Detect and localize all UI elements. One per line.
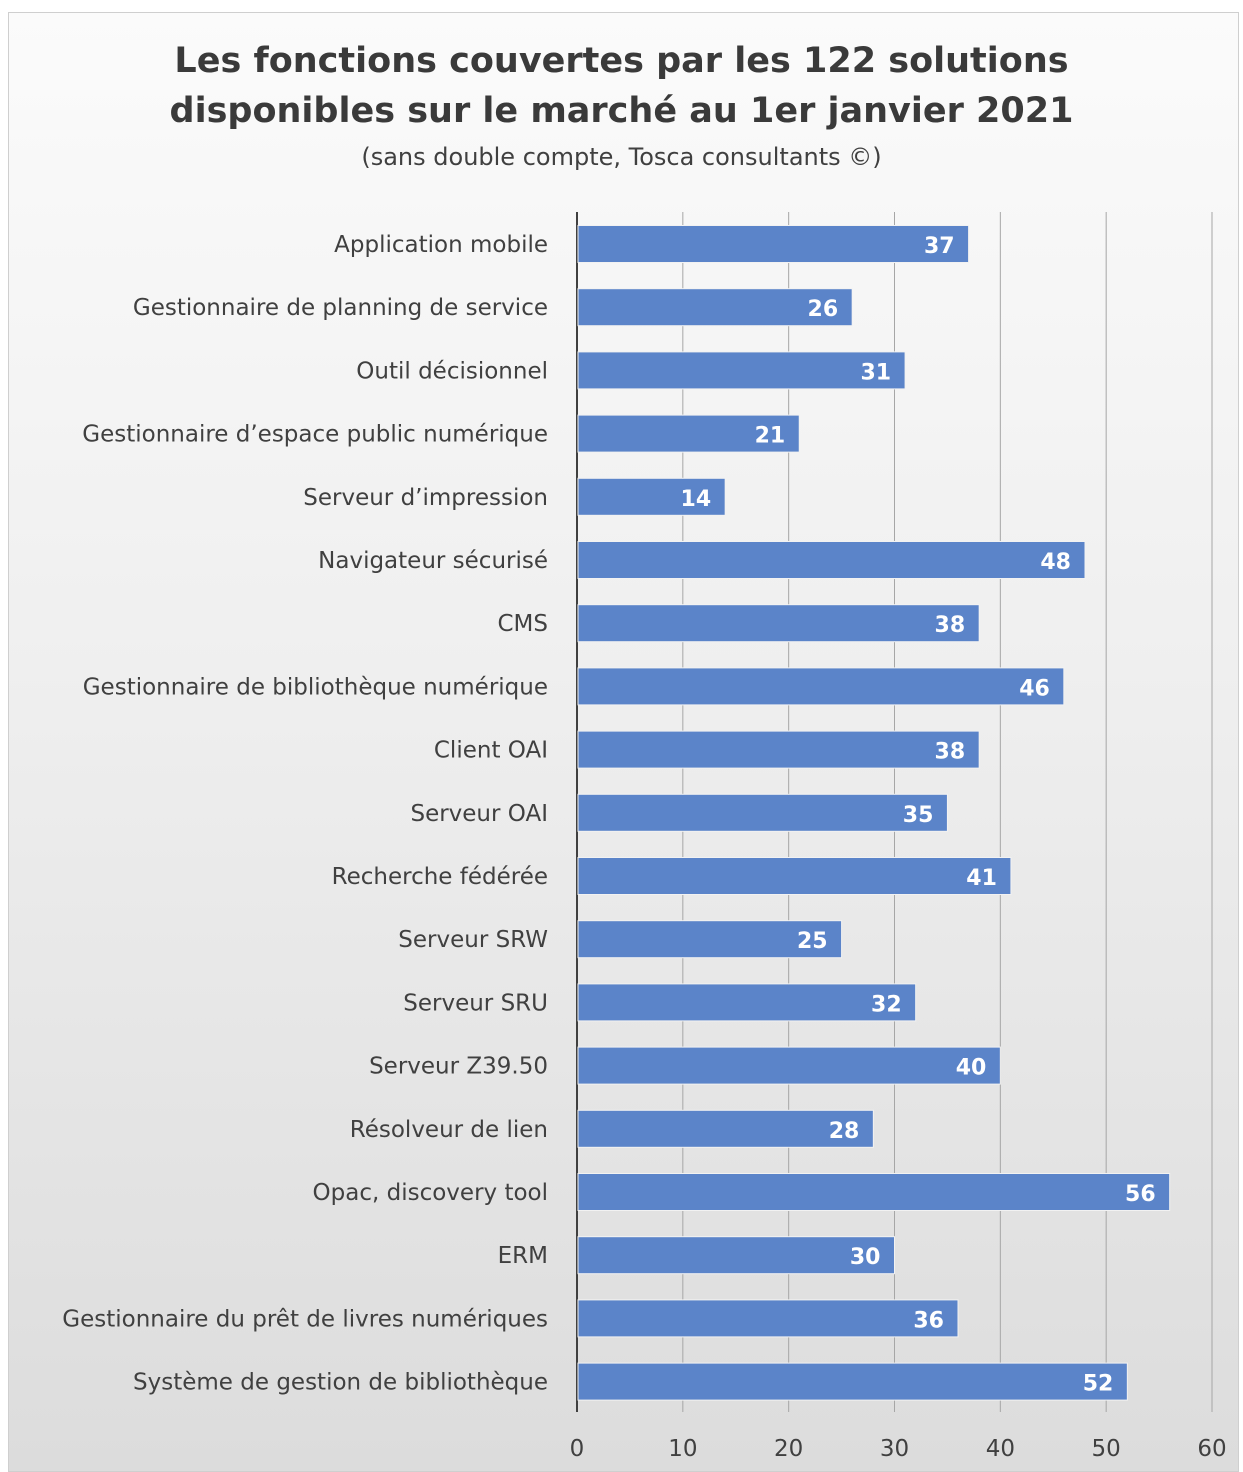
data-label: 56 — [1125, 1182, 1156, 1207]
data-label: 52 — [1083, 1372, 1114, 1397]
category-label: Résolveur de lien — [350, 1117, 548, 1143]
category-label: CMS — [497, 611, 548, 637]
bar — [577, 351, 906, 390]
category-label: Serveur OAI — [410, 801, 548, 827]
bar — [577, 604, 980, 643]
tick-layer: 0 10 20 30 40 50 60 — [570, 1436, 1227, 1462]
x-tick-label: 60 — [1197, 1436, 1226, 1462]
chart-title-line-2: disponibles sur le marché au 1er janvier… — [169, 91, 1074, 131]
category-label: Serveur d’impression — [303, 485, 548, 511]
bar — [577, 414, 800, 453]
bar — [577, 1046, 1001, 1085]
bar — [577, 983, 917, 1022]
category-label: Gestionnaire d’espace public numérique — [82, 422, 548, 448]
x-tick-label: 30 — [880, 1436, 909, 1462]
data-label: 46 — [1019, 676, 1050, 701]
data-label: 48 — [1040, 550, 1071, 575]
data-label: 32 — [871, 992, 902, 1017]
category-label: Outil décisionnel — [356, 358, 548, 384]
data-label: 35 — [903, 803, 934, 828]
category-label: Gestionnaire de planning de service — [133, 295, 548, 321]
x-tick-label: 50 — [1092, 1436, 1121, 1462]
data-label: 40 — [956, 1056, 987, 1081]
bar — [577, 225, 970, 263]
chart-title-line-1: Les fonctions couvertes par les 122 solu… — [174, 41, 1069, 81]
category-label: Gestionnaire du prêt de livres numérique… — [62, 1306, 548, 1332]
category-label: Navigateur sécurisé — [318, 548, 548, 574]
bar — [577, 1109, 874, 1148]
x-tick-label: 20 — [774, 1436, 803, 1462]
data-label: 31 — [860, 360, 891, 385]
data-label: 30 — [850, 1245, 881, 1270]
bar — [577, 541, 1086, 579]
bar — [577, 1299, 959, 1338]
bar — [577, 1236, 895, 1275]
category-label: Système de gestion de bibliothèque — [133, 1370, 548, 1396]
bar — [577, 667, 1065, 706]
bar — [577, 1173, 1171, 1211]
data-label: 38 — [935, 613, 966, 638]
bar-layer — [577, 225, 1171, 1401]
data-label: 41 — [966, 866, 997, 891]
bar — [577, 288, 853, 327]
bar — [577, 793, 948, 832]
chart-title: Les fonctions couvertes par les 122 solu… — [0, 36, 1243, 136]
x-tick-label: 10 — [668, 1436, 697, 1462]
category-label: Gestionnaire de bibliothèque numérique — [83, 674, 548, 700]
category-label: Serveur SRU — [403, 990, 548, 1016]
category-label: Serveur Z39.50 — [369, 1054, 548, 1080]
chart-subtitle: (sans double compte, Tosca consultants ©… — [361, 143, 882, 171]
data-label: 25 — [797, 929, 828, 954]
label-layer: Application mobile 37 Gestionnaire de plan… — [62, 232, 1155, 1397]
data-label: 26 — [808, 297, 839, 322]
bar — [577, 857, 1012, 895]
category-label: Recherche fédérée — [332, 864, 548, 890]
category-label: ERM — [498, 1243, 548, 1269]
x-tick-label: 40 — [986, 1436, 1015, 1462]
category-label: Client OAI — [434, 738, 548, 764]
bar — [577, 730, 980, 769]
bar — [577, 477, 726, 516]
data-label: 36 — [913, 1308, 944, 1333]
data-label: 37 — [924, 234, 955, 259]
data-label: 28 — [829, 1119, 860, 1144]
bar — [577, 1362, 1128, 1401]
category-label: Opac, discovery tool — [313, 1180, 548, 1206]
x-tick-label: 0 — [570, 1436, 585, 1462]
data-label: 14 — [681, 487, 712, 512]
category-label: Application mobile — [334, 232, 548, 258]
bar — [577, 920, 843, 959]
data-label: 38 — [935, 740, 966, 765]
data-label: 21 — [755, 424, 786, 449]
category-label: Serveur SRW — [398, 927, 548, 953]
